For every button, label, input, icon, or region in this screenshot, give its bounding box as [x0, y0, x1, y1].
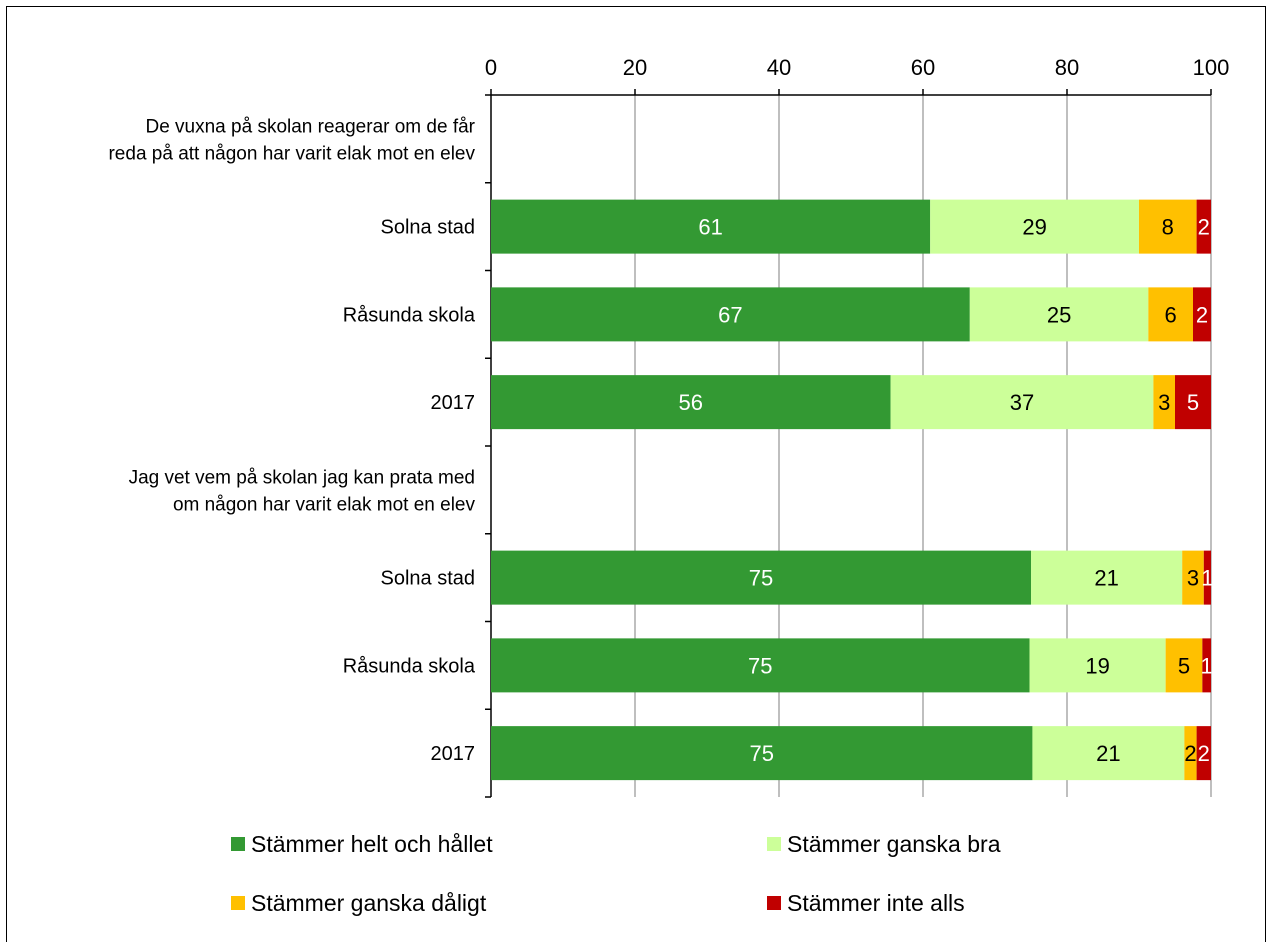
bar-segment [1153, 375, 1175, 430]
data-label: 61 [698, 215, 722, 240]
data-label: 29 [1022, 215, 1046, 240]
bar-segment [1182, 550, 1204, 605]
data-label: 2 [1184, 741, 1196, 766]
data-label: 8 [1162, 215, 1174, 240]
bar-segment [1193, 287, 1211, 342]
data-label: 75 [748, 653, 772, 678]
bar-segment [491, 726, 1033, 781]
data-label: 67 [718, 302, 742, 327]
bar-segment [491, 375, 891, 430]
data-label: 3 [1187, 566, 1199, 591]
bar-segment [1196, 199, 1211, 254]
legend-swatch [231, 837, 245, 851]
bar-segment [1148, 287, 1193, 342]
data-label: 2 [1196, 302, 1208, 327]
bar-segment [1031, 550, 1183, 605]
category-label: Råsunda skola [343, 304, 476, 326]
bar-segment [1175, 375, 1211, 430]
legend-label: Stämmer helt och hållet [251, 831, 493, 857]
bar-segment [930, 199, 1139, 254]
category-label: Solna stad [380, 568, 475, 590]
stacked-bar-chart: 0 20 40 60 80 100 De vuxna på skolan reagerar … [108, 55, 1230, 916]
data-label: 2 [1198, 215, 1210, 240]
data-label: 21 [1094, 566, 1118, 591]
legend-swatch [231, 896, 245, 910]
x-tick-label: 40 [767, 55, 791, 80]
data-label: 2 [1198, 741, 1210, 766]
data-label: 6 [1165, 302, 1177, 327]
x-tick-label: 60 [911, 55, 935, 80]
x-tick-label: 100 [1193, 55, 1230, 80]
data-label: 3 [1158, 390, 1170, 415]
bar-segment [491, 287, 970, 342]
data-label: 19 [1085, 653, 1109, 678]
x-tick-label: 20 [623, 55, 647, 80]
bar-segment [491, 550, 1031, 605]
bar-segment [1032, 726, 1185, 781]
bar-segment [969, 287, 1149, 342]
bar-segment [491, 638, 1030, 693]
legend-swatch [767, 896, 781, 910]
legend-label: Stämmer inte alls [787, 890, 965, 916]
group-heading: reda på att någon har varit elak mot en … [108, 143, 475, 164]
bar-segment [1139, 199, 1197, 254]
bar-segment [1165, 638, 1203, 693]
group-heading: Jag vet vem på skolan jag kan prata med [129, 467, 475, 488]
data-label: 5 [1187, 390, 1199, 415]
bar-segment [1203, 550, 1211, 605]
bar-segment [1202, 638, 1211, 693]
chart-frame: 0 20 40 60 80 100 De vuxna på skolan reagerar … [6, 6, 1266, 942]
bar-segment [1196, 726, 1211, 781]
bar-segment [890, 375, 1154, 430]
category-label: Råsunda skola [343, 655, 476, 677]
data-label: 37 [1010, 390, 1034, 415]
group-heading: om någon har varit elak mot en elev [173, 494, 476, 515]
category-label: Solna stad [380, 217, 475, 239]
x-tick-label: 0 [485, 55, 497, 80]
data-label: 21 [1096, 741, 1120, 766]
data-label: 25 [1047, 302, 1071, 327]
x-tick-label: 80 [1055, 55, 1079, 80]
bar-segment [1029, 638, 1166, 693]
legend-label: Stämmer ganska bra [787, 831, 1001, 857]
data-label: 1 [1201, 566, 1213, 591]
data-label: 75 [749, 566, 773, 591]
legend-label: Stämmer ganska dåligt [251, 890, 487, 916]
data-label: 1 [1201, 653, 1213, 678]
data-label: 56 [679, 390, 703, 415]
group-heading: De vuxna på skolan reagerar om de får [145, 116, 475, 137]
data-label: 5 [1178, 653, 1190, 678]
data-label: 75 [749, 741, 773, 766]
legend-swatch [767, 837, 781, 851]
category-label: 2017 [431, 392, 476, 414]
bar-segment [491, 199, 931, 254]
bar-segment [1184, 726, 1197, 781]
category-label: 2017 [431, 743, 476, 765]
